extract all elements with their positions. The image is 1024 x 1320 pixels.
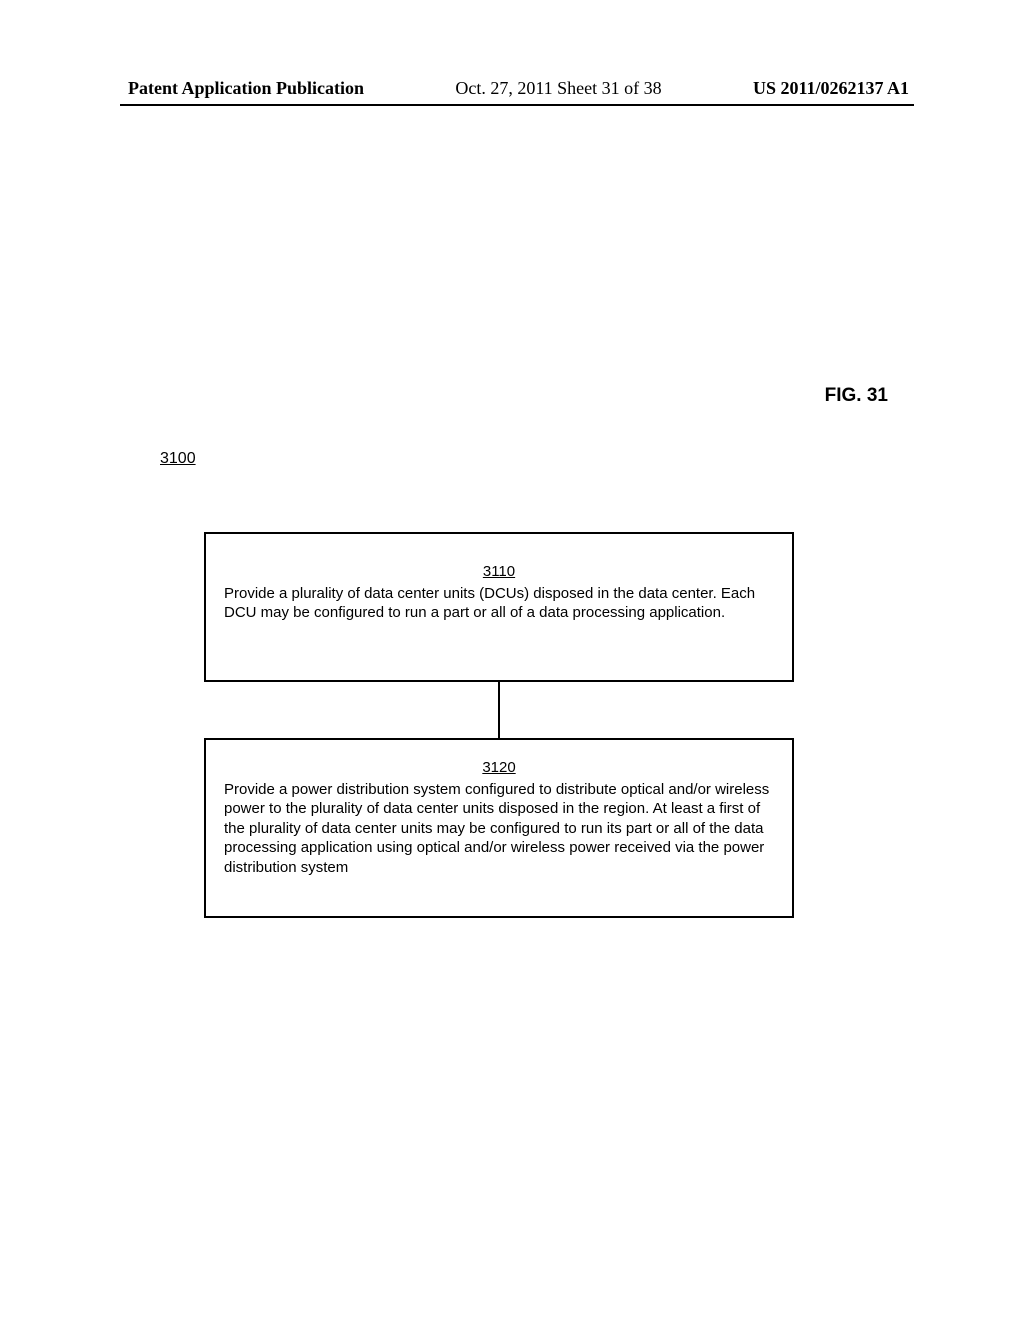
header-left: Patent Application Publication — [128, 78, 364, 99]
flowchart-connector — [498, 682, 500, 740]
patent-page: Patent Application Publication Oct. 27, … — [0, 0, 1024, 1320]
figure-reference-number: 3100 — [160, 450, 196, 468]
header-right: US 2011/0262137 A1 — [753, 78, 909, 99]
header-rule — [120, 104, 914, 106]
flowchart-step-3110: 3110 Provide a plurality of data center … — [204, 532, 794, 682]
page-header: Patent Application Publication Oct. 27, … — [128, 78, 909, 99]
header-center: Oct. 27, 2011 Sheet 31 of 38 — [455, 78, 661, 99]
step-text: Provide a plurality of data center units… — [224, 585, 755, 622]
step-text: Provide a power distribution system conf… — [224, 781, 769, 876]
figure-label: FIG. 31 — [825, 385, 888, 407]
step-number: 3120 — [224, 758, 774, 778]
step-number: 3110 — [224, 562, 774, 582]
flowchart-step-3120: 3120 Provide a power distribution system… — [204, 738, 794, 918]
